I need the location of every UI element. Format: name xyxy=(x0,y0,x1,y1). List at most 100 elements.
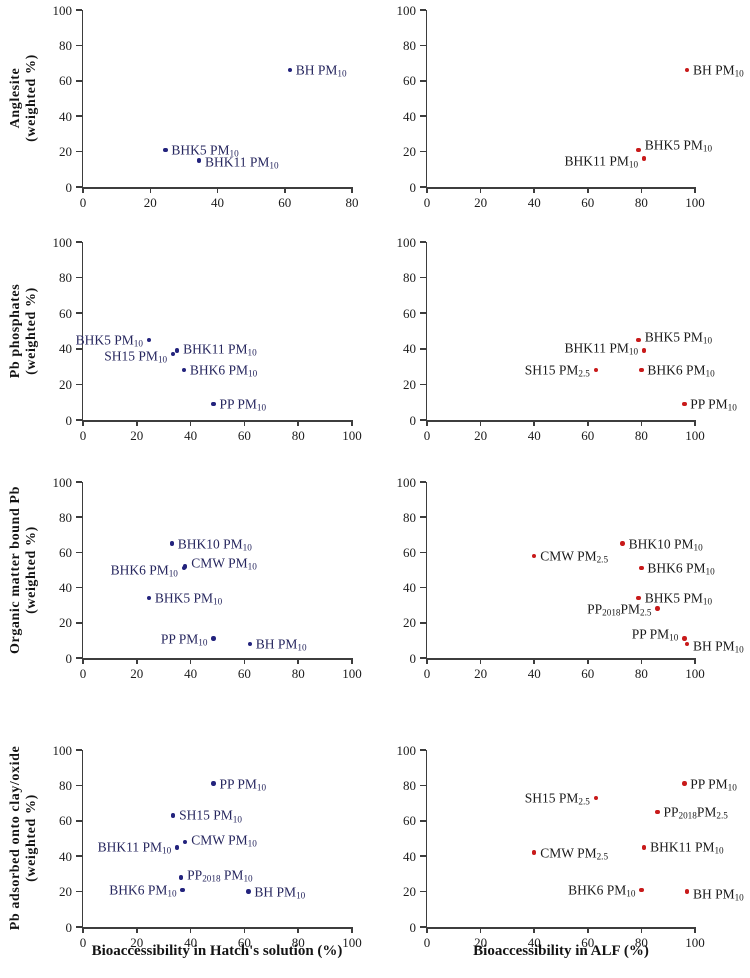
label-subscript: 2018 xyxy=(602,606,621,617)
x-axis-line xyxy=(425,658,695,660)
data-point-label: PP PM10 xyxy=(690,775,737,792)
label-subscript: 10 xyxy=(734,68,744,79)
y-tick-label: 80 xyxy=(59,270,72,286)
x-tick xyxy=(149,187,151,193)
y-tick xyxy=(419,586,426,589)
data-point-label: BH PM10 xyxy=(692,885,744,902)
data-point-dot xyxy=(170,351,176,357)
x-tick-label: 100 xyxy=(342,666,362,681)
x-tick-label: 0 xyxy=(79,428,87,443)
data-point-label: BH PM10 xyxy=(692,62,744,79)
label-subscript: 10 xyxy=(669,631,679,642)
y-tick xyxy=(75,419,82,421)
x-axis-line xyxy=(81,658,352,660)
y-axis-title-text: Pb adsorbed onto clay/oxide (weighted %) xyxy=(8,746,40,931)
y-tick-label: 100 xyxy=(396,742,417,758)
x-axis-title-hatchs-solution: Bioaccessibility in Hatch's solution (%) xyxy=(91,943,343,959)
label-subscript: 10 xyxy=(161,845,172,856)
y-tick xyxy=(419,481,426,483)
label-subscript: 10 xyxy=(133,338,143,349)
x-tick-label: 20 xyxy=(143,195,157,210)
x-tick-label: 40 xyxy=(527,195,541,210)
y-tick xyxy=(75,80,82,82)
data-point-dot xyxy=(287,67,293,73)
y-tick-label: 60 xyxy=(59,305,72,321)
y-tick xyxy=(75,622,82,624)
y-tick-label: 60 xyxy=(59,73,72,89)
y-axis-line xyxy=(425,750,427,929)
label-subscript: 10 xyxy=(247,346,257,357)
x-tick-label: 40 xyxy=(211,195,224,210)
y-tick xyxy=(75,657,82,659)
label-subscript: 10 xyxy=(213,596,223,607)
label-subscript: 10 xyxy=(727,781,737,792)
x-tick xyxy=(533,420,535,426)
x-tick xyxy=(533,658,535,664)
y-tick-label: 0 xyxy=(409,650,417,666)
y-tick-label: 20 xyxy=(403,376,416,392)
y-tick-label: 0 xyxy=(65,919,73,935)
data-point-dot xyxy=(636,595,641,601)
x-tick-label: 20 xyxy=(474,195,488,210)
x-tick-label: 80 xyxy=(291,428,305,443)
x-tick xyxy=(297,927,299,933)
data-point-dot xyxy=(655,809,660,815)
label-subscript: 10 xyxy=(702,143,713,154)
data-point-label: BHK11 PM10 xyxy=(564,152,639,169)
data-point-label: CMW PM2.5 xyxy=(540,844,609,861)
x-tick xyxy=(216,187,219,193)
label-subscript: 2018 xyxy=(678,810,697,821)
data-point-dot xyxy=(146,595,152,601)
y-tick-label: 80 xyxy=(403,777,416,793)
x-tick xyxy=(694,420,696,426)
x-tick xyxy=(136,420,138,426)
y-axis-line xyxy=(81,482,83,660)
data-point-dot xyxy=(684,67,690,73)
y-tick xyxy=(75,586,82,589)
x-tick xyxy=(426,658,428,664)
y-axis-title-line1: Anglesite xyxy=(7,67,23,129)
x-tick-label: 60 xyxy=(581,666,595,681)
y-tick xyxy=(419,516,426,518)
y-tick-label: 40 xyxy=(59,848,72,864)
data-point-dot xyxy=(636,337,641,343)
data-point-label: SH15 PM10 xyxy=(179,807,242,824)
data-point-dot xyxy=(174,348,180,353)
x-tick-label: 80 xyxy=(345,195,359,210)
x-tick-label: 40 xyxy=(527,666,541,681)
x-tick xyxy=(426,927,428,933)
x-tick-label: 0 xyxy=(79,666,87,681)
y-tick xyxy=(75,276,82,279)
data-point-dot xyxy=(682,781,687,786)
x-tick-label: 0 xyxy=(423,428,431,443)
data-point-label: BHK5 PM10 xyxy=(644,590,713,607)
y-axis-title-text: Anglesite (weighted %) xyxy=(8,54,40,142)
data-point-label: CMW PM10 xyxy=(191,832,257,849)
data-point-dot xyxy=(163,147,168,153)
x-tick-label: 20 xyxy=(130,428,144,443)
data-point-label: BH PM10 xyxy=(295,62,347,79)
y-tick-label: 100 xyxy=(396,2,417,18)
y-tick-label: 80 xyxy=(403,509,416,525)
y-tick xyxy=(419,855,426,857)
x-tick xyxy=(82,420,84,426)
y-axis-line xyxy=(81,750,83,929)
label-subscript: 2.5 xyxy=(578,796,590,807)
y-tick-label: 0 xyxy=(65,179,73,195)
data-point-label: BHK5 PM10 xyxy=(644,329,713,346)
data-point-label: BHK5 PM10 xyxy=(644,137,713,154)
y-tick xyxy=(75,516,82,518)
data-point-dot xyxy=(682,401,687,407)
data-point-dot xyxy=(531,553,537,559)
x-tick-label: 60 xyxy=(237,935,251,950)
x-tick xyxy=(284,187,286,193)
data-point-label: BHK5 PM10 xyxy=(171,142,239,159)
data-point-dot xyxy=(181,565,187,571)
y-tick-label: 100 xyxy=(396,234,417,250)
label-subscript: 10 xyxy=(256,781,267,792)
y-tick-label: 20 xyxy=(403,615,416,631)
data-point-label: BHK11 PM10 xyxy=(650,839,724,856)
data-point-label: PP PM10 xyxy=(690,396,737,413)
x-tick-label: 20 xyxy=(130,935,144,950)
data-point-dot xyxy=(639,565,644,571)
